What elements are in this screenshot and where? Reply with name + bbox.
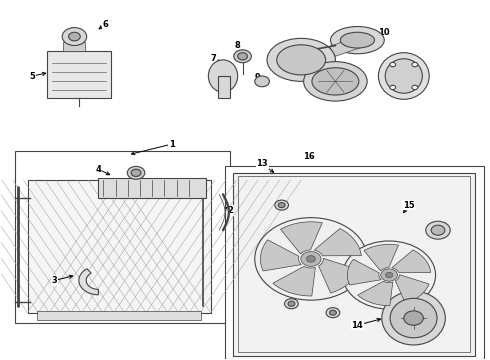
Text: 4: 4 [96, 165, 101, 174]
Circle shape [255, 218, 367, 300]
Ellipse shape [331, 27, 384, 54]
Text: 14: 14 [351, 321, 363, 330]
Circle shape [404, 311, 423, 325]
Circle shape [426, 221, 450, 239]
Ellipse shape [208, 60, 238, 92]
Ellipse shape [385, 59, 422, 93]
Text: 6: 6 [103, 19, 109, 28]
Ellipse shape [277, 45, 326, 75]
Circle shape [412, 62, 418, 67]
Text: 10: 10 [378, 28, 390, 37]
Polygon shape [318, 258, 359, 293]
Circle shape [278, 203, 285, 208]
Text: 8: 8 [235, 41, 241, 50]
Circle shape [390, 85, 395, 90]
Circle shape [285, 299, 298, 309]
Ellipse shape [312, 68, 359, 95]
Ellipse shape [390, 298, 437, 338]
Text: 16: 16 [303, 152, 315, 161]
Text: 11: 11 [351, 77, 363, 86]
Circle shape [234, 50, 251, 63]
Circle shape [326, 308, 340, 318]
Bar [27, 180, 211, 313]
Text: 5: 5 [29, 72, 35, 81]
Ellipse shape [304, 62, 367, 101]
Text: 3: 3 [51, 276, 57, 285]
Text: 2: 2 [227, 206, 233, 215]
Bar [63, 42, 85, 51]
Bar [329, 37, 362, 56]
Circle shape [390, 62, 395, 67]
Polygon shape [392, 250, 431, 273]
Bar [225, 166, 485, 359]
Bar [37, 311, 201, 320]
Text: 7: 7 [210, 54, 216, 63]
Text: 9: 9 [254, 73, 260, 82]
Bar [47, 51, 111, 98]
Text: 13: 13 [256, 159, 268, 168]
Circle shape [238, 53, 247, 60]
Circle shape [306, 256, 316, 262]
Circle shape [131, 169, 141, 176]
Bar [15, 151, 230, 323]
Polygon shape [260, 240, 301, 271]
Ellipse shape [378, 53, 429, 99]
Text: 15: 15 [403, 201, 415, 210]
Ellipse shape [382, 291, 445, 345]
Circle shape [343, 241, 436, 309]
Polygon shape [79, 269, 98, 295]
Bar [238, 176, 470, 352]
Bar [233, 173, 475, 356]
Circle shape [412, 85, 418, 90]
Polygon shape [347, 259, 381, 285]
Text: 1: 1 [169, 140, 174, 149]
Circle shape [127, 166, 145, 179]
Circle shape [275, 200, 289, 210]
Circle shape [330, 310, 336, 315]
Circle shape [301, 252, 321, 266]
Polygon shape [281, 222, 322, 254]
Ellipse shape [340, 32, 374, 48]
Circle shape [62, 28, 87, 45]
Circle shape [69, 32, 80, 41]
Polygon shape [358, 281, 393, 306]
Polygon shape [273, 266, 316, 296]
Polygon shape [314, 229, 361, 256]
Circle shape [255, 76, 270, 87]
Circle shape [431, 225, 445, 235]
Circle shape [381, 269, 397, 281]
Bar [218, 76, 230, 98]
Polygon shape [395, 275, 429, 303]
Ellipse shape [267, 39, 335, 81]
Bar [98, 178, 206, 198]
Circle shape [288, 301, 295, 306]
Circle shape [386, 272, 393, 278]
Text: 12: 12 [408, 70, 419, 79]
Polygon shape [364, 244, 398, 271]
